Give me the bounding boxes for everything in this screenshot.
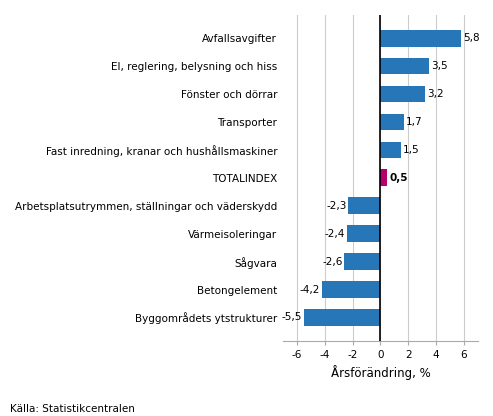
Bar [381,141,401,158]
Text: 1,7: 1,7 [406,117,423,127]
Text: 0,5: 0,5 [389,173,408,183]
Text: -2,3: -2,3 [326,201,347,211]
Bar [381,86,425,102]
Bar [322,281,381,298]
Bar [304,309,381,326]
Bar [381,169,387,186]
Text: -2,4: -2,4 [325,229,345,239]
Bar [381,58,429,74]
Text: 3,2: 3,2 [427,89,443,99]
Bar [381,30,461,47]
Bar [381,114,404,130]
X-axis label: Årsförändring, %: Årsförändring, % [330,365,430,380]
Text: Källa: Statistikcentralen: Källa: Statistikcentralen [10,404,135,414]
Bar [344,253,381,270]
Bar [349,197,381,214]
Text: 3,5: 3,5 [431,61,448,71]
Bar [347,225,381,242]
Text: -5,5: -5,5 [282,312,302,322]
Text: -4,2: -4,2 [300,285,320,295]
Text: 1,5: 1,5 [403,145,420,155]
Text: 5,8: 5,8 [463,33,480,43]
Text: -2,6: -2,6 [322,257,343,267]
